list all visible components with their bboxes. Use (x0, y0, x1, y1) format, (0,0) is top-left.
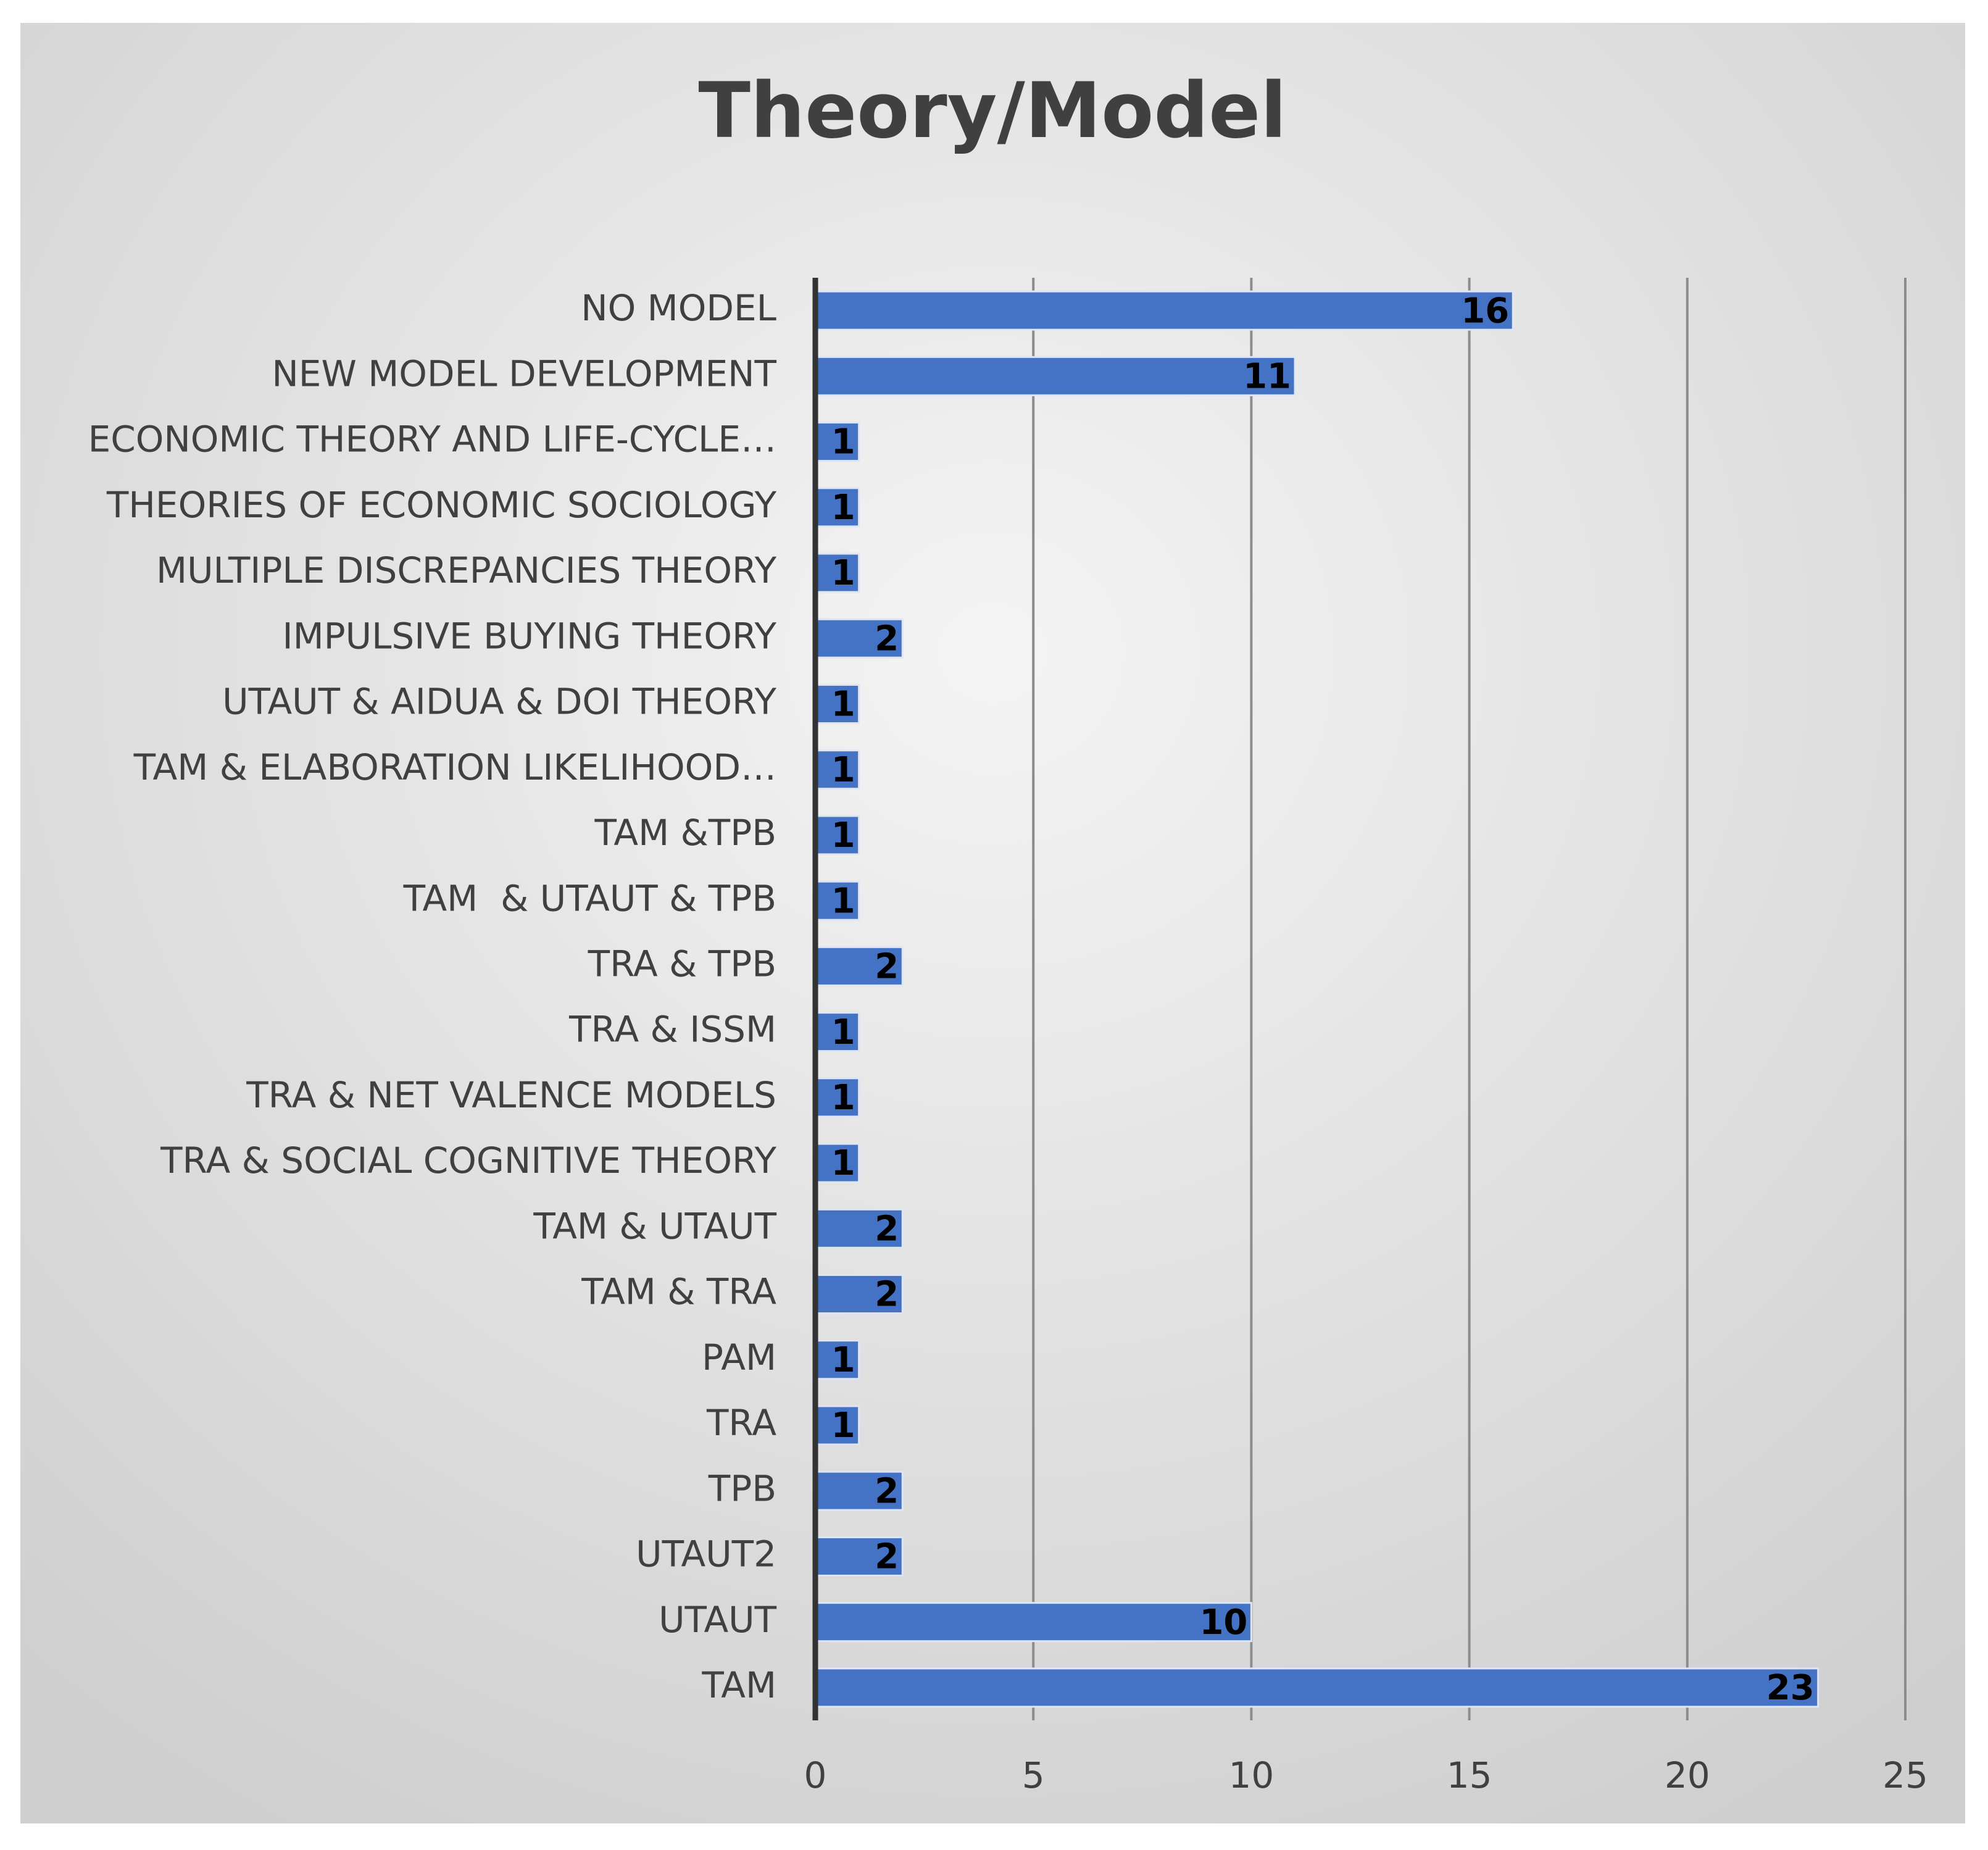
data-label: 1 (831, 422, 855, 462)
data-label: 2 (875, 947, 899, 987)
bar (814, 1012, 860, 1052)
y-tick-label: TAM & UTAUT (533, 1205, 776, 1247)
y-tick-label: UTAUT & AIDUA & DOI THEORY (222, 681, 776, 723)
bar (814, 1602, 1252, 1643)
y-tick-label: TRA & NET VALENCE MODELS (246, 1074, 776, 1116)
y-tick-label: UTAUT2 (636, 1533, 776, 1575)
y-tick-label: TRA & SOCIAL COGNITIVE THEORY (160, 1140, 776, 1181)
data-label: 1 (831, 488, 855, 528)
bar (814, 880, 860, 921)
data-label: 2 (875, 619, 899, 659)
y-tick-label: TAM & ELABORATION LIKELIHOOD… (133, 746, 776, 788)
data-label: 1 (831, 1340, 855, 1380)
data-label: 16 (1461, 291, 1509, 331)
bar (814, 487, 860, 528)
data-label: 1 (831, 553, 855, 593)
data-label: 2 (875, 1537, 899, 1577)
bar (814, 1470, 904, 1511)
data-label: 1 (831, 881, 855, 921)
bar (814, 618, 904, 659)
data-label: 11 (1243, 356, 1291, 396)
data-label: 23 (1766, 1668, 1815, 1708)
y-tick-label: TAM & TRA (581, 1271, 776, 1313)
bar (814, 356, 1296, 396)
data-label: 1 (831, 685, 855, 725)
y-tick-label: NO MODEL (581, 287, 776, 329)
y-tick-label: TRA (706, 1402, 776, 1444)
y-tick-label: TPB (708, 1467, 776, 1509)
x-tick-label: 20 (1665, 1754, 1710, 1796)
y-tick-label: IMPULSIVE BUYING THEORY (283, 615, 777, 657)
bar (814, 1340, 860, 1380)
y-tick-label: THEORIES OF ECONOMIC SOCIOLOGY (106, 484, 777, 526)
y-tick-label: ECONOMIC THEORY AND LIFE-CYCLE… (88, 419, 776, 460)
y-tick-label: TAM & UTAUT & TPB (403, 877, 776, 919)
y-tick-label: MULTIPLE DISCREPANCIES THEORY (156, 549, 777, 591)
bar (814, 683, 860, 724)
y-tick-label: NEW MODEL DEVELOPMENT (272, 352, 776, 394)
data-label: 1 (831, 1012, 855, 1052)
chart-title: Theory/Model (698, 67, 1286, 156)
bar (814, 552, 860, 593)
bar (814, 1536, 904, 1577)
data-label: 1 (831, 1406, 855, 1446)
x-tick-label: 0 (804, 1754, 827, 1796)
bar (814, 290, 1514, 331)
y-tick-label: TAM (701, 1664, 776, 1706)
bar (814, 1077, 860, 1118)
data-label: 1 (831, 1143, 855, 1183)
y-tick-label: TAM &TPB (594, 812, 776, 854)
x-tick-label: 15 (1447, 1754, 1492, 1796)
data-label: 2 (875, 1209, 899, 1249)
data-label: 2 (875, 1471, 899, 1511)
bar (814, 1274, 904, 1315)
data-label: 2 (875, 1275, 899, 1315)
data-label: 1 (831, 750, 855, 790)
y-tick-label: PAM (702, 1336, 776, 1378)
data-label: 10 (1199, 1602, 1247, 1643)
y-tick-label: TRA & ISSM (568, 1009, 776, 1051)
bar (814, 1667, 1820, 1708)
x-tick-label: 25 (1882, 1754, 1928, 1796)
x-tick-label: 5 (1022, 1754, 1045, 1796)
x-tick-label: 10 (1228, 1754, 1274, 1796)
data-label: 1 (831, 1078, 855, 1118)
bar (814, 1405, 860, 1446)
y-tick-label: TRA & TPB (588, 943, 776, 985)
bar (814, 946, 904, 986)
bar (814, 749, 860, 790)
y-tick-label: UTAUT (659, 1599, 777, 1641)
bar (814, 1143, 860, 1183)
data-label: 1 (831, 815, 855, 856)
